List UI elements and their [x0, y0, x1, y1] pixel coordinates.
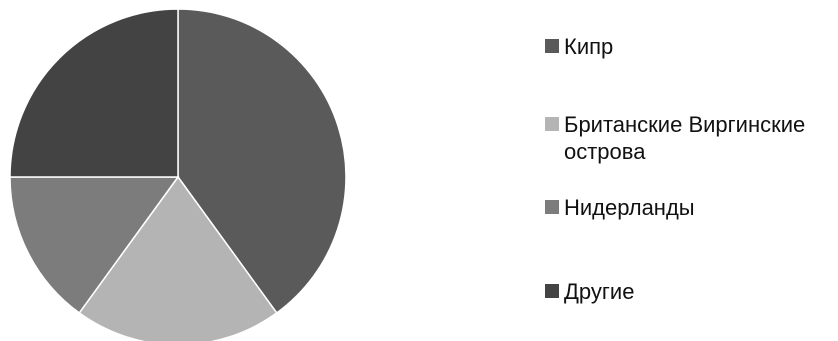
legend-item-cyprus: Кипр: [545, 33, 834, 60]
legend-swatch-bvi: [545, 117, 559, 131]
legend-label-cyprus: Кипр: [564, 34, 614, 59]
pie-plot: [9, 8, 347, 341]
pie-slice-bvi: [78, 175, 278, 341]
legend-item-netherlands: Нидерланды: [545, 194, 834, 221]
legend-label-netherlands: Нидерланды: [564, 195, 695, 220]
legend-swatch-netherlands: [545, 200, 559, 214]
legend-label-other: Другие: [564, 279, 635, 304]
legend-label-bvi: Британские Виргинские острова: [564, 112, 806, 164]
legend-item-bvi: Британские Виргинские острова: [545, 111, 834, 165]
legend-swatch-cyprus: [545, 39, 559, 53]
legend: Кипр Британские Виргинские острова Нидер…: [545, 0, 835, 341]
pie-slice-netherlands: [9, 176, 180, 314]
legend-swatch-other: [545, 284, 559, 298]
pie-slice-cyprus: [177, 8, 347, 314]
pie-slice-other: [9, 8, 179, 178]
legend-item-other: Другие: [545, 278, 834, 305]
